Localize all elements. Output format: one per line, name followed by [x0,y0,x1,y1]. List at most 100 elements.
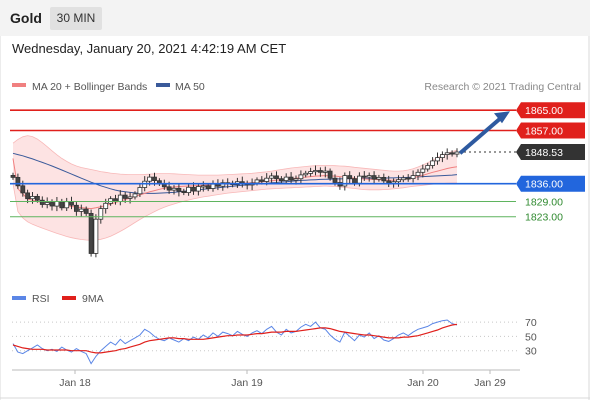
x-axis: Jan 18 Jan 19 Jan 20 Jan 29 [59,370,506,389]
candle-body [74,204,79,212]
candle-body [435,157,440,162]
candle-body [83,208,89,214]
candle [171,185,177,195]
target-label: 1829.00 [525,197,563,209]
candle-body [122,194,128,199]
candle [376,174,382,182]
rsi-legend-label: RSI [32,293,50,305]
candle [322,166,328,178]
candle-body [449,152,455,155]
candle [25,189,31,204]
candle-body [264,177,270,182]
candle-body [98,208,104,220]
candle-body [361,175,367,178]
candle [396,175,401,187]
candle-body [376,176,382,180]
candle-body [171,187,177,191]
candle-body [439,154,445,159]
rsi-ma-legend-swatch [62,296,76,300]
candle-body [342,175,348,187]
candle [195,183,201,196]
candle-body [352,178,357,184]
resistance-tag [516,102,585,119]
x-tick-label: Jan 19 [231,377,263,389]
candle-body [10,174,16,178]
candle [439,151,445,163]
candle-body [176,187,182,192]
candle-body [430,160,436,166]
candle-body [356,175,362,184]
candle-body [191,186,196,192]
candle [317,167,323,177]
candle [181,188,187,196]
bollinger-lower-line [12,182,457,241]
candle-body [381,176,387,182]
resistance-label: 1865.00 [525,105,563,117]
candle-body [293,178,299,181]
candle-body [410,175,416,180]
candle-body [132,193,138,198]
price-levels: 1865.00 1857.00 1848.53 1836.00 1829.00 1823.… [10,102,585,224]
candle [435,152,440,165]
candle-body [274,175,279,180]
candle [44,197,50,209]
rsi-legend-swatch [12,296,26,300]
candle-body [454,151,460,155]
candle [405,174,411,182]
bollinger-band-fill [13,135,457,241]
candle-body [259,179,265,182]
timestamp: Wednesday, January 20, 2021 4:42:19 AM C… [12,41,287,56]
candle [83,206,89,216]
candle [98,205,104,224]
candle [39,196,45,208]
candle-body [147,176,153,182]
candle-body [181,190,187,194]
candle-body [444,152,450,156]
candle [186,183,192,196]
candle [430,157,436,169]
candle-body [386,180,392,184]
last_price-label: 1848.53 [525,147,563,159]
candle-body [39,199,45,205]
candle [205,183,211,192]
bollinger-upper-line [12,135,458,176]
candle [415,169,421,181]
candle [10,172,16,180]
candle-body [254,179,260,184]
candle [420,164,426,178]
x-tick-label: Jan 29 [474,377,506,389]
forecast-arrow-head [494,111,510,124]
rsi-tick-label: 70 [525,317,537,329]
candle [342,172,348,191]
ma50-legend-swatch [156,83,170,87]
candle-body [93,218,99,254]
candle-body [205,185,211,190]
candle-body [298,174,304,180]
candle [93,214,99,258]
pivot-tag [516,175,585,192]
candle-body [200,185,206,188]
candle-body [88,212,94,254]
candle-body [283,176,289,182]
candle-body [78,208,84,212]
candle [425,162,431,172]
candle [15,173,21,189]
interval-button[interactable]: 30 MIN [50,7,102,30]
candle-body [69,201,74,206]
candle-body [35,195,40,201]
candle-body [415,171,421,177]
candle [410,170,416,183]
pivot-label: 1836.00 [525,179,563,191]
last_price-tag [516,144,585,160]
candle-body [137,187,143,195]
candle [283,173,289,184]
candle-body [322,170,328,173]
candle-body [332,177,338,183]
candle-body [288,176,294,181]
candle-body [366,175,372,178]
candle-body [64,201,70,209]
candle [371,171,377,185]
candle [88,209,94,257]
candle [278,176,284,184]
header-bar: Gold 30 MIN [0,0,590,36]
